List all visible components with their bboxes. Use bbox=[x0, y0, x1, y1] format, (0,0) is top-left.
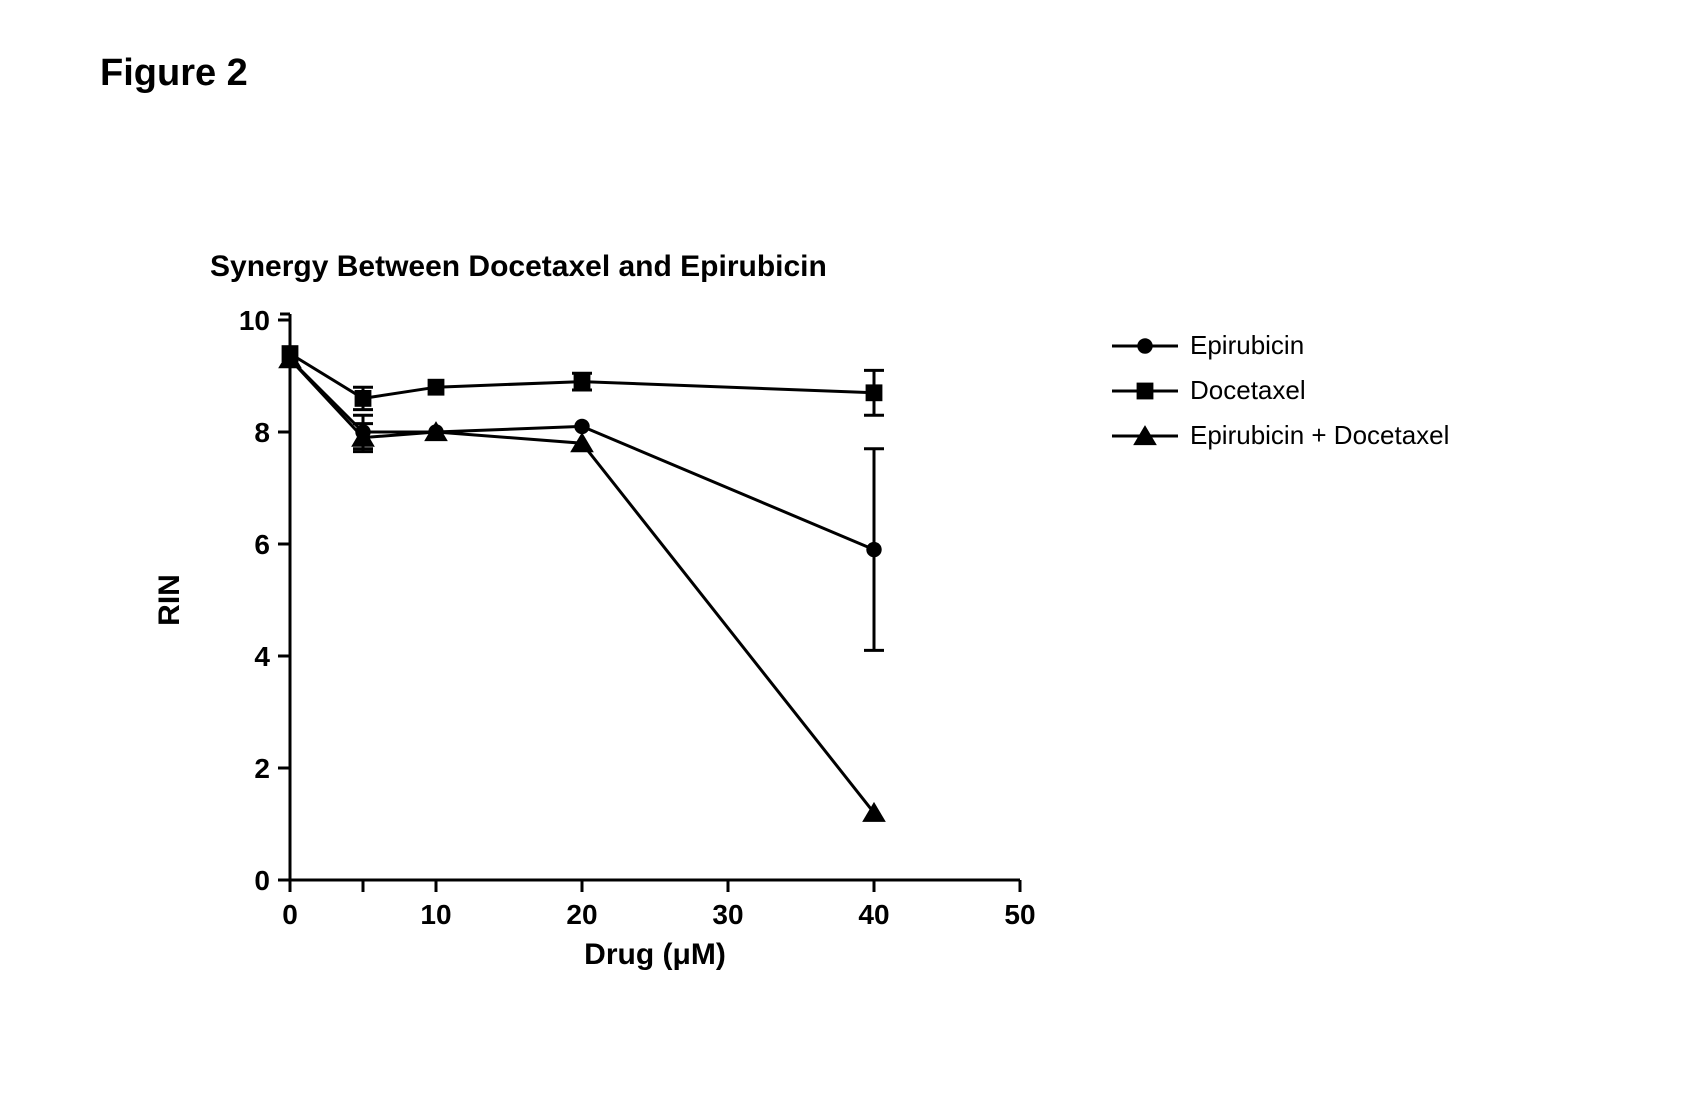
page: Figure 2 Synergy Between Docetaxel and E… bbox=[0, 0, 1696, 1115]
chart-svg: 0 2 4 6 8 10 0 10 20 30 40 50 bbox=[0, 0, 1696, 1115]
legend-item: Epirubicin + Docetaxel bbox=[1110, 420, 1449, 451]
legend-label: Docetaxel bbox=[1190, 375, 1306, 406]
legend-swatch bbox=[1110, 424, 1180, 448]
x-axis-label: Drug (μM) bbox=[584, 938, 726, 972]
legend-swatch bbox=[1110, 379, 1180, 403]
y-tick-label: 8 bbox=[254, 417, 270, 448]
x-tick-label: 50 bbox=[1004, 899, 1035, 930]
y-tick-label: 4 bbox=[254, 641, 270, 672]
legend-item: Docetaxel bbox=[1110, 375, 1449, 406]
x-tick-label: 40 bbox=[858, 899, 889, 930]
legend-item: Epirubicin bbox=[1110, 330, 1449, 361]
legend-label: Epirubicin + Docetaxel bbox=[1190, 420, 1449, 451]
x-tick-label: 20 bbox=[566, 899, 597, 930]
x-tick-label: 10 bbox=[420, 899, 451, 930]
y-tick-label: 10 bbox=[239, 305, 270, 336]
y-axis-label: RIN bbox=[153, 574, 187, 626]
x-tick-label: 0 bbox=[282, 899, 298, 930]
legend: Epirubicin Docetaxel Epirubicin + Docetaxe… bbox=[1110, 330, 1449, 465]
y-tick-label: 2 bbox=[254, 753, 270, 784]
legend-swatch bbox=[1110, 334, 1180, 358]
y-tick-label: 0 bbox=[254, 865, 270, 896]
y-tick-label: 6 bbox=[254, 529, 270, 560]
x-tick-label: 30 bbox=[712, 899, 743, 930]
legend-label: Epirubicin bbox=[1190, 330, 1304, 361]
